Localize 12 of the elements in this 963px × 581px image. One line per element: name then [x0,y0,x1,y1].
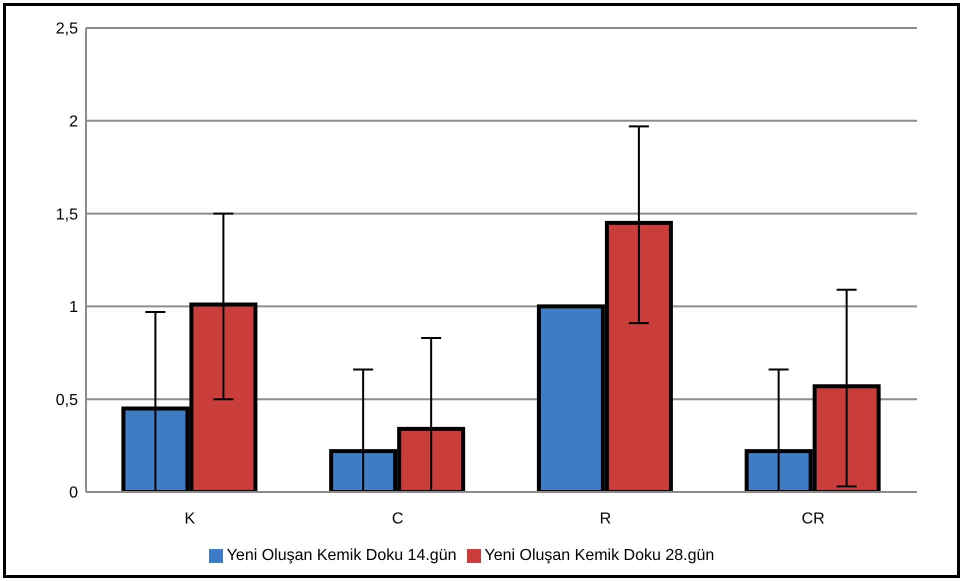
y-tick-label: 1,5 [56,206,78,224]
x-tick-label: C [392,510,404,528]
legend-label: Yeni Oluşan Kemik Doku 28.gün [484,547,714,564]
x-tick-label: R [600,510,612,528]
y-tick-label: 2,5 [56,20,78,38]
y-tick-label: 0 [69,484,78,502]
legend-label: Yeni Oluşan Kemik Doku 14.gün [226,547,456,564]
y-tick-label: 1 [69,299,78,316]
y-tick-label: 2 [69,113,78,130]
y-tick-label: 0,5 [56,392,78,409]
x-tick-label: K [184,510,196,528]
x-tick-label: CR [802,510,825,528]
